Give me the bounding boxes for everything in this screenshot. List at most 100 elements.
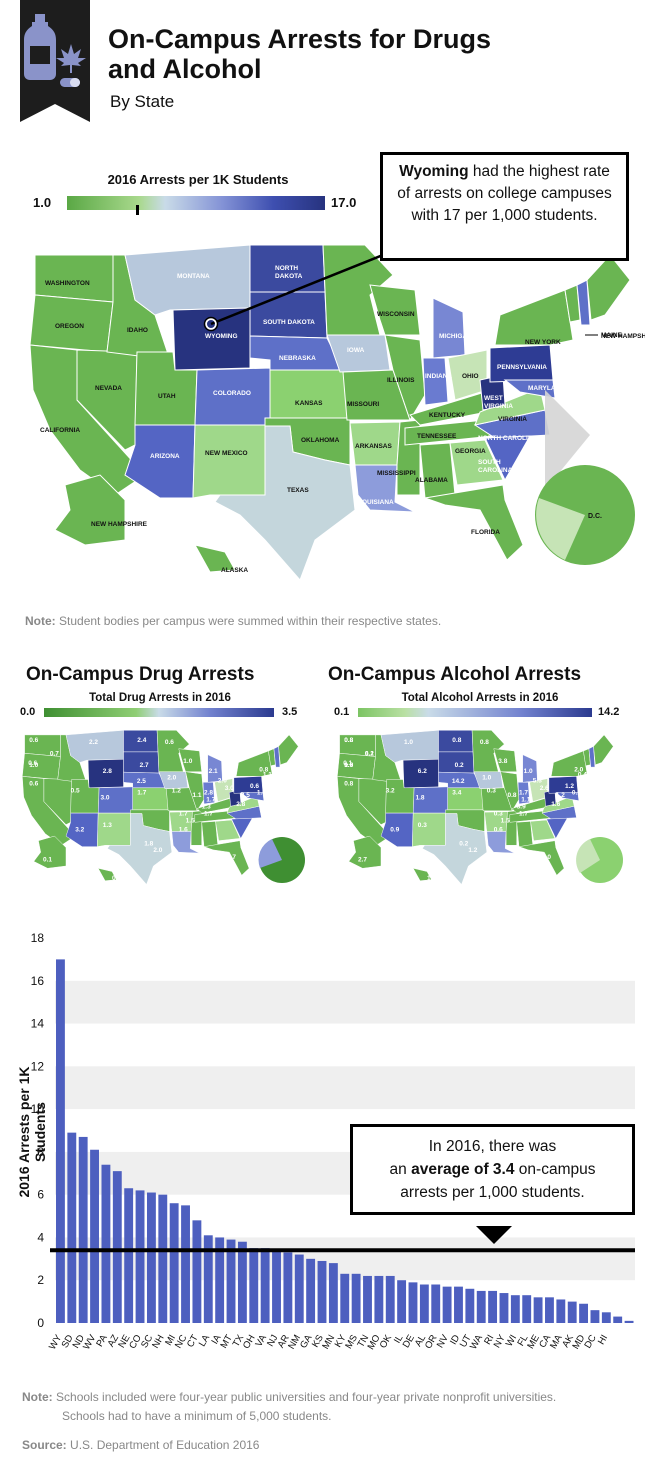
state-mn xyxy=(322,244,394,336)
state-nh xyxy=(273,746,281,768)
y-tick-label: 16 xyxy=(31,974,45,988)
grid-band xyxy=(55,980,635,1024)
footer-note-line1: Schools included were four-year public u… xyxy=(56,1390,557,1404)
state-label: MISSISSIPPI xyxy=(377,470,416,477)
state-label: GEORGIA xyxy=(455,448,486,455)
map-value-label: 5.3 xyxy=(533,777,542,784)
avg-callout-line2: an average of 3.4 on-campus xyxy=(389,1161,596,1178)
bar xyxy=(146,1192,156,1323)
map-value-label: 2.0 xyxy=(266,778,275,785)
y-tick-label: 18 xyxy=(31,931,45,945)
map-value-label: 1.3 xyxy=(202,804,211,811)
state-ny xyxy=(235,750,273,777)
bar xyxy=(510,1295,520,1323)
map-value-label: 2.0 xyxy=(167,775,176,782)
bar xyxy=(181,1205,190,1323)
bar xyxy=(488,1290,498,1323)
state-wi xyxy=(493,748,517,772)
avg-callout-bold: average of 3.4 xyxy=(411,1161,515,1178)
state-label: NORTH CAROLINA xyxy=(478,435,538,442)
main-legend-gradient xyxy=(67,196,325,210)
main-legend-min: 1.0 xyxy=(33,195,52,210)
map-value-label: 0.3 xyxy=(487,787,496,794)
grid-band xyxy=(55,1066,635,1110)
map-value-label: 1.6 xyxy=(344,762,353,769)
bar xyxy=(317,1260,327,1323)
state-md xyxy=(555,792,580,801)
bar xyxy=(601,1312,611,1323)
state-label: NEW HAMPSHIRE xyxy=(91,521,148,528)
state-label: SOUTH DAKOTA xyxy=(263,319,315,326)
map-value-label: 2.5 xyxy=(137,778,146,785)
state-me xyxy=(586,254,631,321)
map-value-label: 0.4 xyxy=(578,771,587,778)
bar xyxy=(249,1248,259,1323)
map-value-label: 1.7 xyxy=(519,790,528,797)
state-mt xyxy=(380,730,439,763)
state-label: ARIZONA xyxy=(150,453,180,460)
map-value-label: 1.7 xyxy=(137,790,146,797)
state-nm xyxy=(97,812,131,847)
state-label: FLORIDA xyxy=(471,529,500,536)
x-tick-label: FL xyxy=(515,1333,530,1348)
map-value-label: 1.7 xyxy=(179,810,188,817)
map-value-label: 3.2 xyxy=(386,787,395,794)
bar xyxy=(203,1235,213,1323)
state-label: NEW YORK xyxy=(525,339,561,346)
map-value-label: 1.7 xyxy=(206,797,215,804)
bar xyxy=(340,1273,350,1323)
bar xyxy=(465,1288,475,1323)
x-tick-label: PA xyxy=(94,1332,110,1348)
state-ny xyxy=(494,289,574,346)
state-mt xyxy=(65,730,124,763)
bar xyxy=(283,1252,293,1323)
bar xyxy=(431,1284,441,1323)
bar xyxy=(556,1299,566,1323)
state-label: COLORADO xyxy=(213,390,251,397)
state-md xyxy=(503,379,556,399)
bar xyxy=(363,1275,372,1323)
drug-legend-gradient xyxy=(44,708,274,717)
map-value-label: 1.3 xyxy=(103,822,112,829)
map-value-label: 1.2 xyxy=(556,792,565,799)
state-wi xyxy=(178,748,202,772)
state-fl xyxy=(518,840,565,876)
state-label: WISCONSIN xyxy=(377,311,415,318)
callout-text: had the highest rate of arrests on colle… xyxy=(397,163,612,224)
map-value-label: 0.9 xyxy=(390,827,399,834)
state-nh xyxy=(588,746,596,768)
y-tick-label: 2 xyxy=(37,1273,44,1287)
state-label: NEW HAMPSHIRE xyxy=(601,333,645,340)
state-al xyxy=(419,442,456,499)
map-value-label: 1.1 xyxy=(263,771,272,778)
state-az xyxy=(124,424,196,499)
state-label: OREGON xyxy=(55,323,84,330)
state-wy xyxy=(87,759,124,789)
state-sc xyxy=(546,817,568,839)
bar xyxy=(613,1316,623,1323)
y-tick-label: 12 xyxy=(31,1059,45,1073)
drug-legend-title: Total Drug Arrests in 2016 xyxy=(89,692,231,704)
bottle-icon xyxy=(24,14,56,80)
map-value-label: 0.3 xyxy=(494,810,503,817)
map-value-label: 3.8 xyxy=(498,758,507,765)
map-value-label: 0.9 xyxy=(344,762,353,769)
state-ak xyxy=(33,835,67,869)
state-label: KANSAS xyxy=(295,400,323,407)
bar xyxy=(226,1239,236,1323)
state-label: PENNSYLVANIA xyxy=(497,364,547,371)
map-value-label: 2.0 xyxy=(153,847,162,854)
bar xyxy=(545,1297,554,1323)
map-value-label: 2.8 xyxy=(103,768,112,775)
bar xyxy=(215,1237,225,1323)
avg-callout-line3: arrests per 1,000 students. xyxy=(400,1184,585,1201)
map-value-label: 6.2 xyxy=(418,768,427,775)
map-value-label: 0.8 xyxy=(344,781,353,788)
state-nm xyxy=(192,424,266,499)
state-va xyxy=(226,795,260,814)
main-us-map: WASHINGTON OREGON CALIFORNIA NEVADA IDAHO MON… xyxy=(29,244,645,581)
bar xyxy=(328,1263,338,1323)
map-value-label: 0.8 xyxy=(480,739,489,746)
alcohol-map-heading: On-Campus Alcohol Arrests xyxy=(328,664,582,685)
